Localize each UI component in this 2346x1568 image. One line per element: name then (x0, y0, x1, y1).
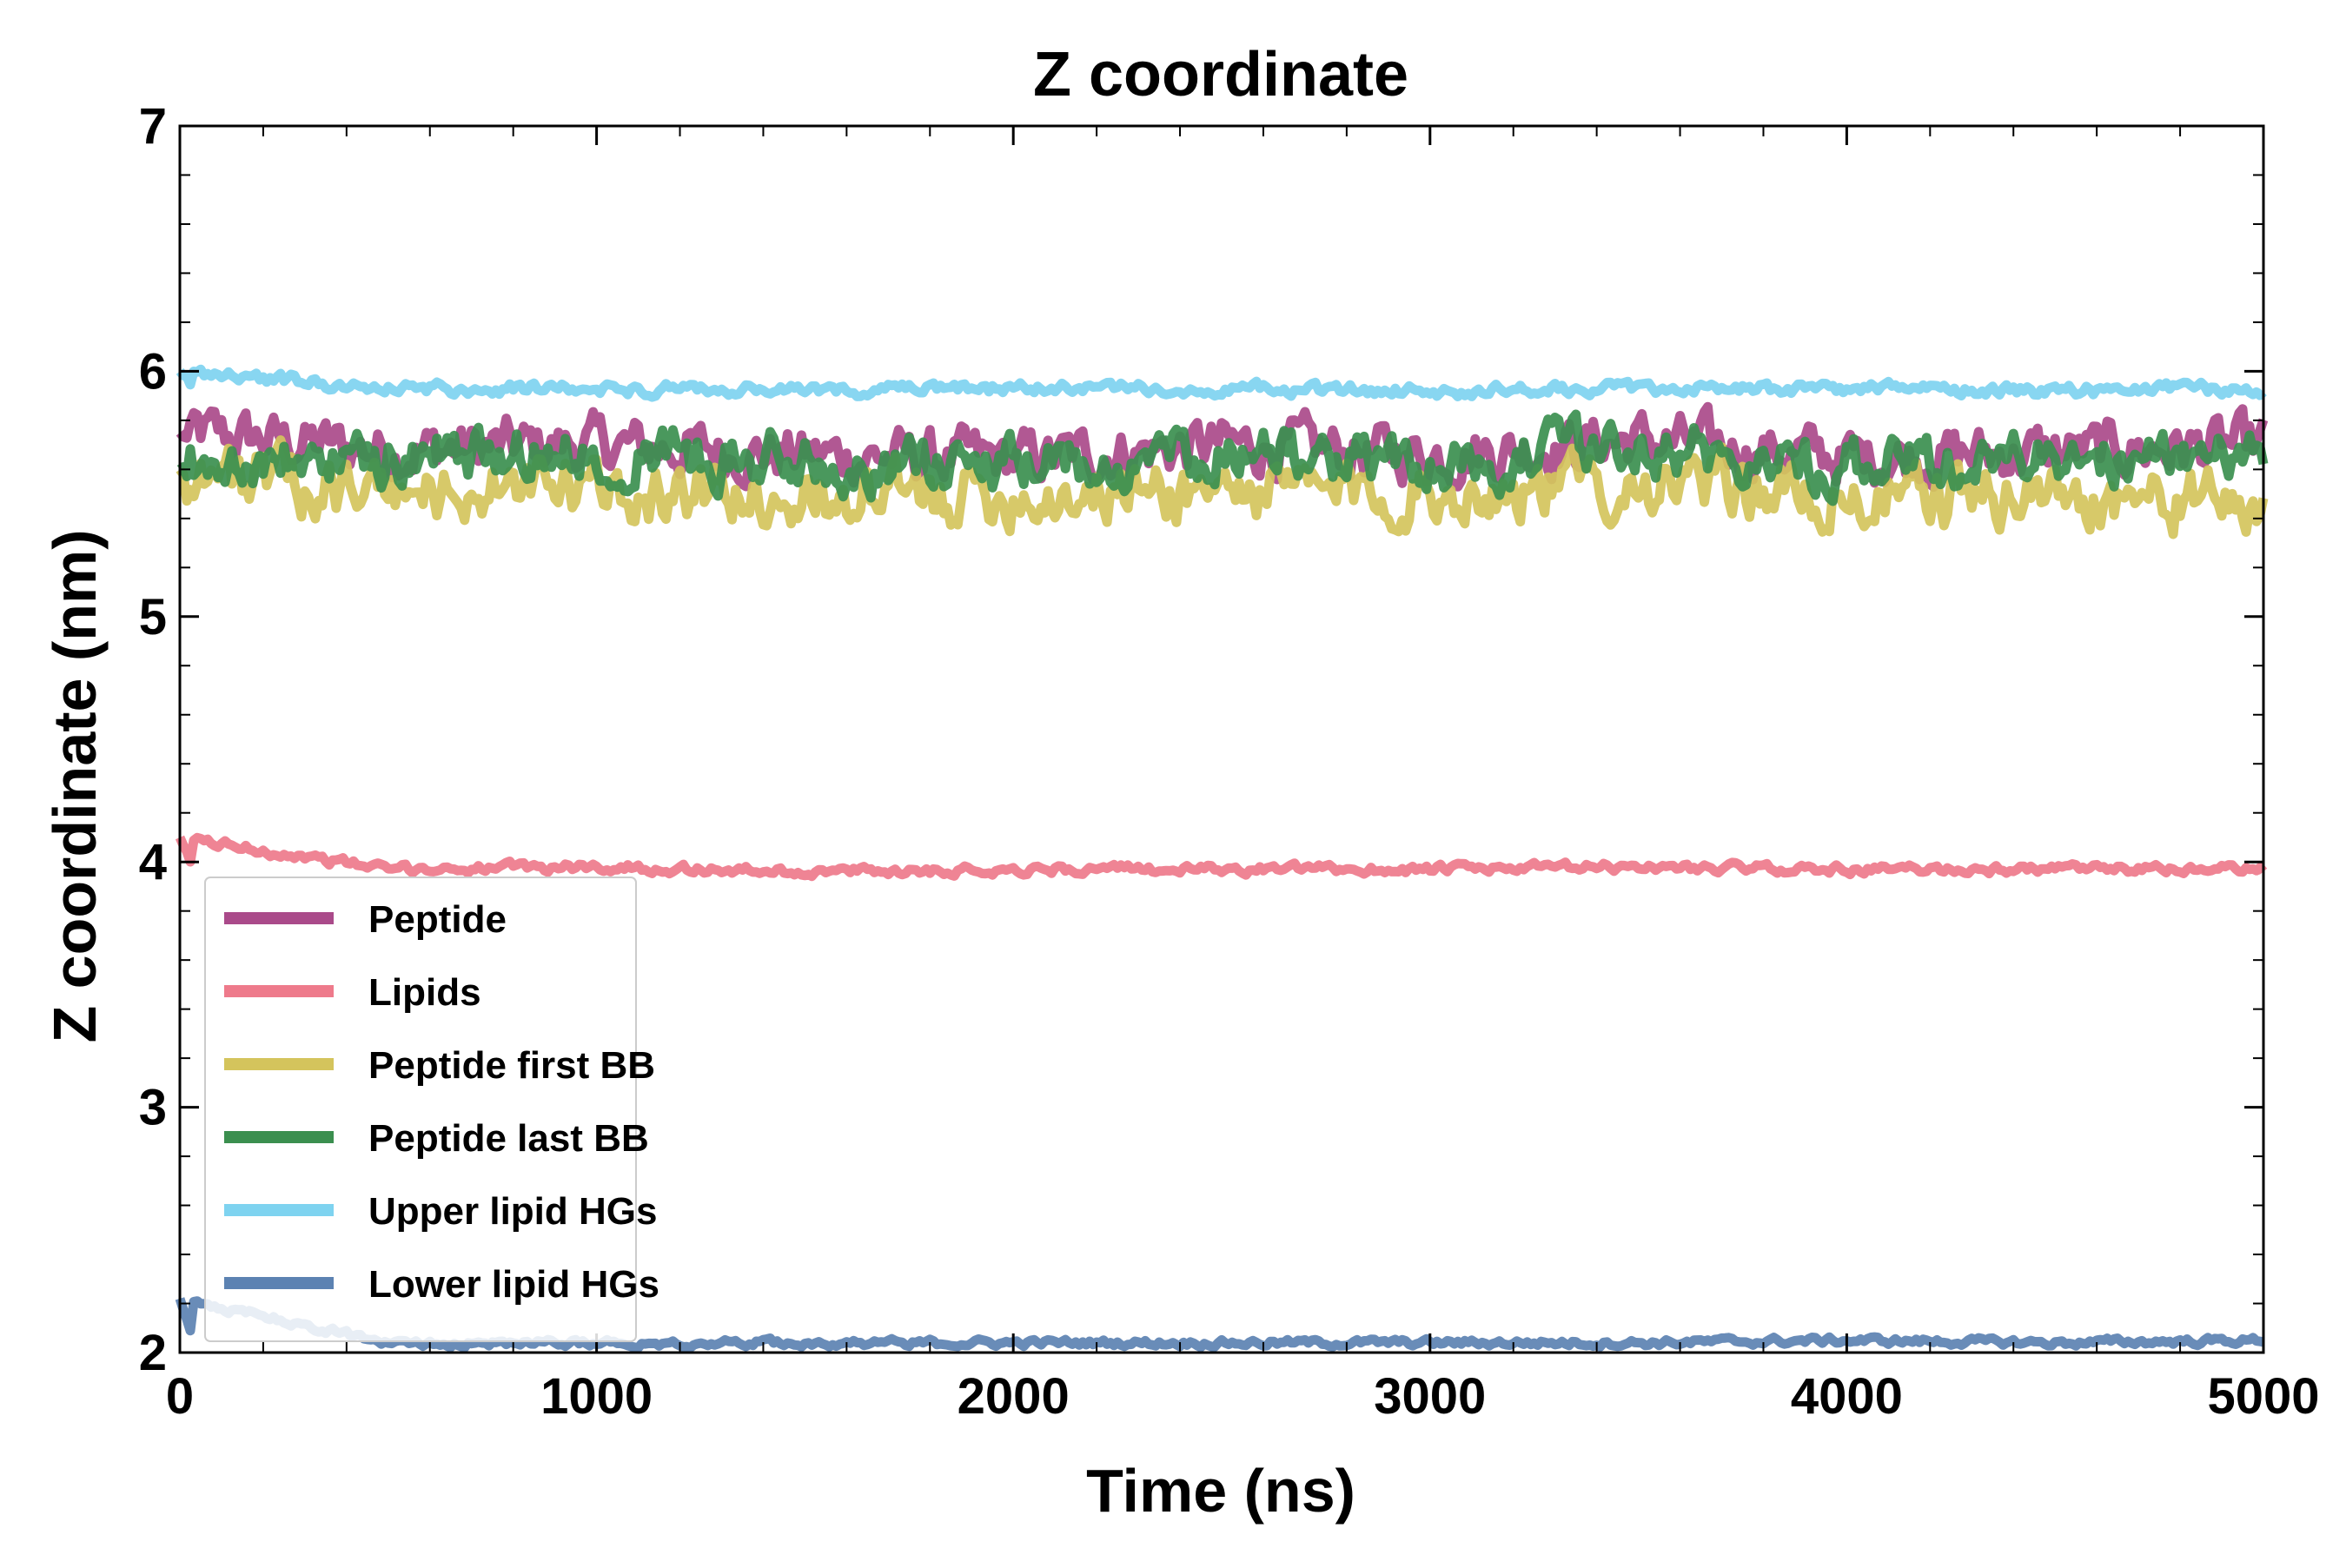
y-tick-label: 2 (139, 1325, 167, 1381)
y-tick-label: 3 (139, 1080, 167, 1136)
x-tick-label: 3000 (1374, 1368, 1486, 1425)
y-tick-label: 7 (139, 98, 167, 155)
x-tick-label: 5000 (2207, 1368, 2319, 1425)
y-tick-label: 6 (139, 343, 167, 400)
series-line-lipids (175, 832, 2268, 882)
legend-label: Peptide first BB (368, 1044, 655, 1087)
y-tick-label: 4 (139, 834, 167, 890)
legend-label: Upper lipid HGs (368, 1190, 657, 1233)
series-line-peptide-last-bb (176, 409, 2269, 506)
plot-area-frame (178, 124, 2265, 1354)
chart-title: Z coordinate (1033, 40, 1408, 109)
y-tick-label: 5 (139, 589, 167, 645)
x-axis-label: Time (ns) (1086, 1457, 1355, 1525)
x-tick-label: 4000 (1791, 1368, 1903, 1425)
series-line-upper-lipid-hgs (176, 364, 2267, 402)
legend-label: Lower lipid HGs (368, 1263, 659, 1306)
legend: Peptide Lipids Peptide first BB Peptide las… (204, 877, 659, 1342)
x-tick-label: 1000 (540, 1368, 653, 1425)
x-tick-label: 0 (166, 1368, 194, 1425)
ticks-layer: 0 1000 2000 3000 4000 5000 2 3 4 5 6 7 (139, 98, 2320, 1425)
legend-label: Lipids (368, 971, 481, 1014)
legend-label: Peptide last BB (368, 1117, 649, 1160)
y-axis-label: Z coordinate (nm) (41, 529, 109, 1042)
x-tick-label: 2000 (958, 1368, 1070, 1425)
legend-label: Peptide (368, 898, 507, 941)
